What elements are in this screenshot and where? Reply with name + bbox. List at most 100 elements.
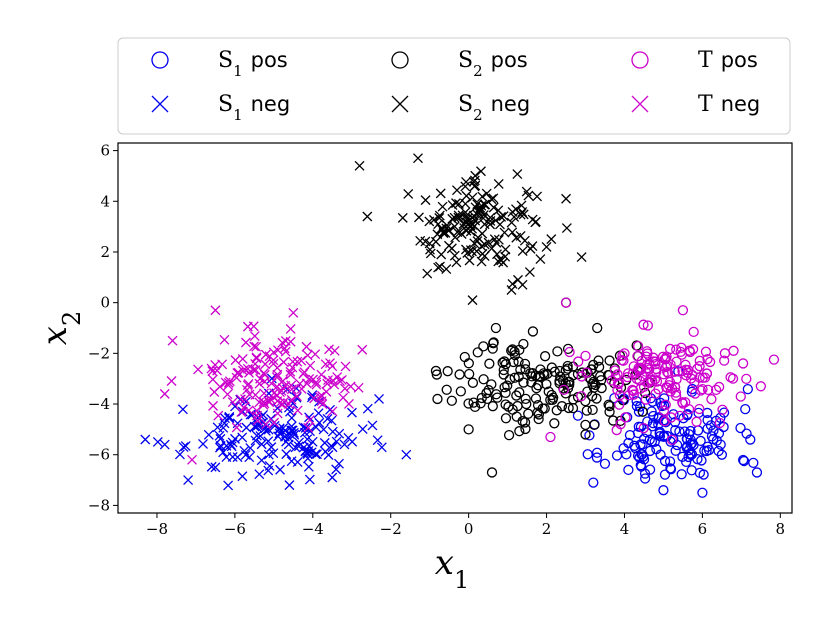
legend-label-s2_pos: S2 pos [458, 48, 528, 80]
point-t_pos [627, 368, 638, 379]
point-s1_pos [737, 454, 749, 466]
legend-marker-s1_pos [151, 51, 169, 69]
point-s1_pos [670, 445, 681, 456]
markers-layer [140, 153, 780, 498]
point-t_neg [252, 410, 262, 421]
point-s2_neg [517, 206, 528, 217]
point-s2_neg [561, 223, 572, 234]
point-s1_pos [665, 463, 676, 474]
point-t_pos [558, 384, 569, 395]
point-s1_pos [637, 439, 648, 450]
point-t_pos [644, 358, 655, 369]
point-t_neg [260, 359, 271, 370]
point-t_neg [317, 399, 328, 410]
point-t_pos [606, 375, 617, 386]
point-s2_neg [509, 212, 520, 222]
point-s1_neg [220, 413, 230, 424]
point-s2_pos [446, 395, 457, 406]
point-t_neg [272, 408, 283, 419]
point-s1_neg [293, 441, 304, 452]
point-s2_neg [461, 190, 472, 201]
point-s2_neg [457, 210, 468, 221]
point-t_pos [706, 394, 717, 405]
point-s2_pos [609, 378, 620, 389]
point-t_neg [277, 399, 288, 410]
point-t_pos [669, 366, 680, 377]
point-s1_neg [304, 474, 315, 485]
x-tick-label: 6 [698, 520, 708, 538]
point-t_pos [576, 391, 587, 402]
point-t_pos [650, 388, 661, 399]
point-s1_neg [263, 424, 274, 435]
y-tick-label: 6 [100, 142, 110, 160]
point-s1_neg [325, 404, 335, 415]
point-s1_neg [372, 435, 383, 446]
point-t_pos [663, 368, 674, 379]
point-s1_neg [206, 461, 217, 472]
point-s2_pos [487, 343, 498, 354]
point-s2_pos [587, 404, 598, 416]
point-s1_pos [711, 435, 722, 446]
point-s2_neg [449, 221, 460, 232]
point-s2_pos [527, 326, 539, 337]
point-s1_pos [636, 449, 647, 460]
point-t_neg [357, 344, 368, 355]
point-s2_neg [425, 248, 436, 259]
point-s1_neg [289, 429, 300, 440]
point-t_neg [272, 345, 283, 356]
point-t_neg [271, 381, 282, 392]
point-s1_pos [659, 469, 671, 480]
point-t_neg [159, 388, 170, 399]
y-tick-label: −8 [88, 496, 110, 514]
point-s2_pos [596, 382, 607, 394]
point-t_pos [645, 374, 656, 386]
axis-label-sub: 2 [58, 311, 86, 326]
point-t_pos [713, 381, 725, 393]
point-s1_pos [638, 451, 649, 462]
point-s2_pos [454, 369, 465, 380]
point-s2_pos [520, 423, 531, 435]
point-s2_pos [508, 356, 519, 368]
point-t_neg [277, 337, 288, 348]
point-s2_pos [587, 390, 598, 402]
point-t_neg [296, 383, 307, 394]
point-s1_neg [290, 442, 301, 453]
point-t_pos [741, 373, 752, 385]
y-tick-label: −2 [88, 344, 110, 362]
point-t_neg [254, 378, 265, 389]
point-s2_pos [498, 369, 509, 380]
point-s1_neg [263, 436, 274, 447]
point-s2_pos [430, 365, 442, 377]
point-s1_neg [237, 406, 248, 417]
point-t_neg [258, 368, 269, 379]
point-s2_pos [498, 364, 509, 376]
point-s1_neg [334, 458, 344, 469]
legend-marker-s2_neg [391, 95, 409, 113]
legend-label-sub: 2 [473, 62, 483, 80]
point-s2_neg [479, 239, 490, 250]
point-s2_pos [523, 408, 534, 419]
point-s2_pos [463, 424, 474, 435]
point-s2_pos [603, 399, 614, 410]
legend-label-suffix: pos [491, 48, 528, 72]
point-t_pos [689, 377, 700, 388]
point-s1_pos [682, 410, 693, 421]
point-s2_neg [512, 169, 523, 180]
point-s2_neg [472, 209, 483, 220]
point-s1_neg [331, 464, 342, 475]
point-s1_neg [140, 434, 151, 445]
point-t_pos [564, 346, 575, 358]
point-s1_pos [735, 422, 746, 434]
point-s2_neg [546, 234, 557, 245]
point-s1_neg [180, 441, 191, 452]
point-s1_neg [314, 417, 325, 428]
point-t_pos [717, 404, 728, 415]
point-s2_neg [447, 200, 458, 211]
legend-label-main: S [458, 92, 473, 117]
point-s2_neg [397, 212, 408, 223]
point-t_pos [622, 368, 634, 379]
point-s1_pos [644, 434, 655, 445]
point-s1_neg [178, 442, 189, 453]
y-tick-label: 0 [100, 294, 110, 312]
point-s1_pos [591, 452, 603, 463]
